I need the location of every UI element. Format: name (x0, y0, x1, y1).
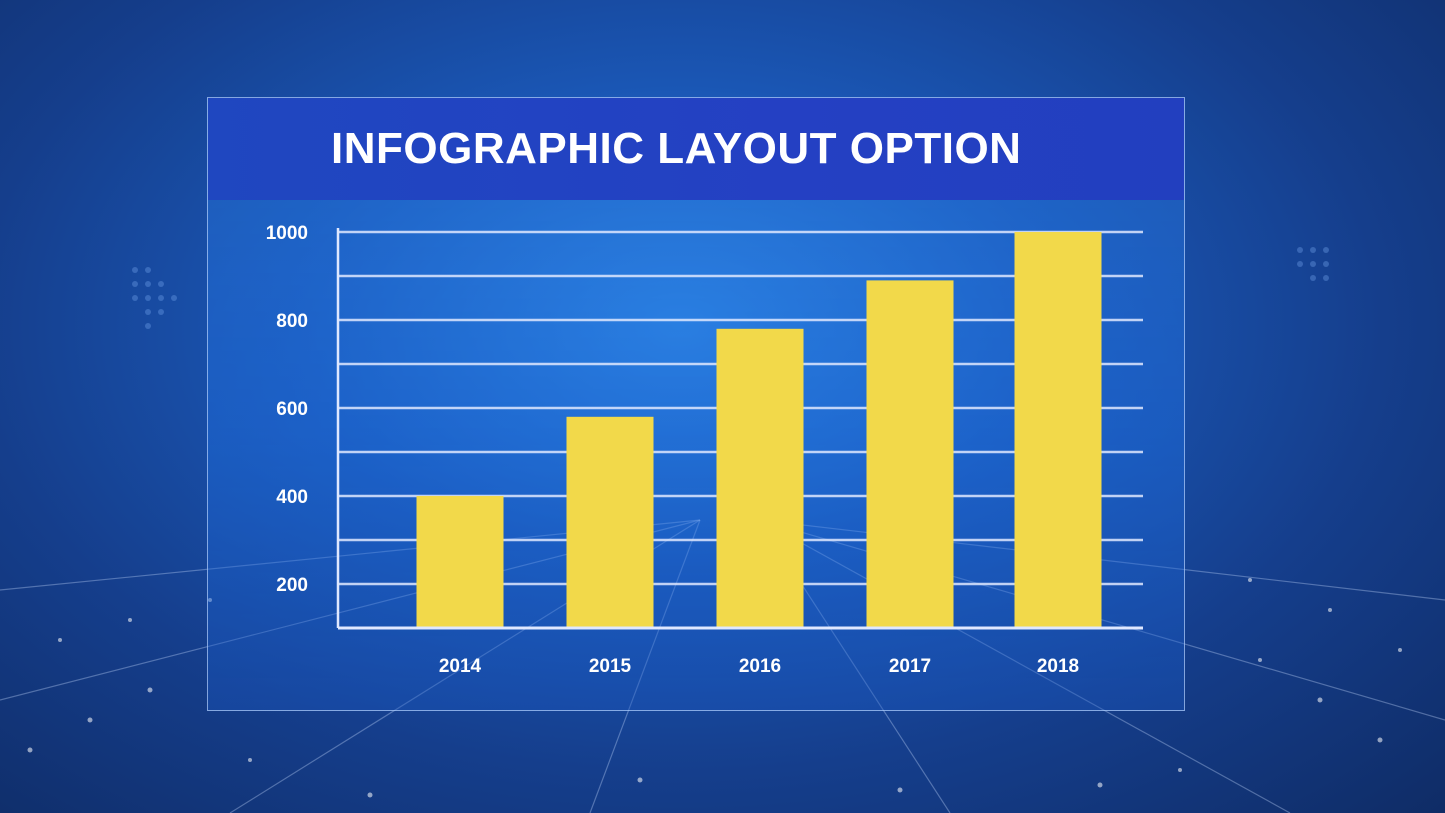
bar-2016 (716, 328, 804, 628)
x-tick-label: 2015 (589, 656, 632, 677)
bars (416, 232, 1102, 628)
chart-title: INFOGRAPHIC LAYOUT OPTION (331, 124, 1022, 173)
x-tick-label: 2016 (739, 656, 781, 677)
tick-labels: 200 400 600 800 1000 2014 2015 2016 2017 2018 (266, 223, 1079, 677)
y-tick-label: 1000 (266, 223, 308, 244)
bar-2015 (566, 416, 654, 628)
bar-2018 (1014, 232, 1102, 628)
y-tick-label: 800 (276, 311, 308, 332)
bar-2017 (866, 280, 954, 628)
bar-2014 (416, 496, 504, 628)
axes (336, 228, 1143, 630)
y-tick-label: 600 (276, 399, 308, 420)
x-tick-label: 2017 (889, 656, 931, 677)
y-tick-label: 400 (276, 487, 308, 508)
title-bar: INFOGRAPHIC LAYOUT OPTION (208, 98, 1184, 200)
x-tick-label: 2014 (439, 656, 482, 677)
x-tick-label: 2018 (1037, 656, 1079, 677)
y-tick-label: 200 (276, 575, 308, 596)
